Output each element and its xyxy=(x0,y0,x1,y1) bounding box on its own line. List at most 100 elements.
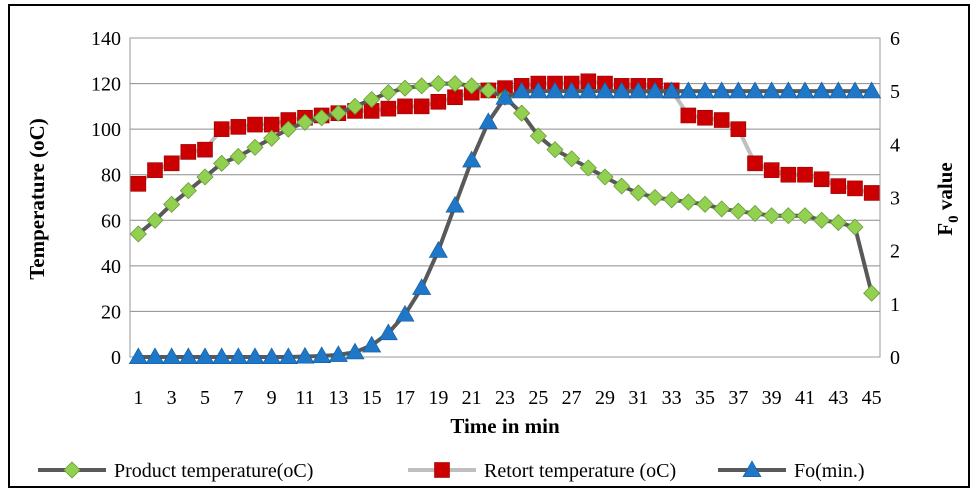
series-0 xyxy=(129,75,881,302)
series-2-point-41 xyxy=(812,81,832,99)
y-left-tick-label-2: 40 xyxy=(101,256,121,278)
series-1-point-35 xyxy=(713,112,730,128)
series-2-point-42 xyxy=(828,81,848,99)
series-0-point-19 xyxy=(446,75,464,93)
series-2-point-34 xyxy=(695,81,715,99)
series-0-point-31 xyxy=(646,188,664,207)
series-0-point-14 xyxy=(363,90,381,109)
x-tick-label-8: 17 xyxy=(395,387,415,409)
series-2-point-13 xyxy=(345,342,365,360)
x-tick-label-14: 29 xyxy=(595,387,615,409)
series-0-point-25 xyxy=(546,141,564,159)
y-left-tick-label-1: 20 xyxy=(101,301,121,323)
series-1-point-38 xyxy=(763,162,780,178)
series-0-point-38 xyxy=(763,207,781,225)
series-2-point-23 xyxy=(512,81,532,99)
legend-marker-0 xyxy=(63,461,81,479)
y2-title-main: F xyxy=(933,223,957,236)
x-tick-label-15: 31 xyxy=(628,387,648,409)
series-1-point-3 xyxy=(180,144,197,160)
x-tick-label-9: 19 xyxy=(428,387,448,409)
legend-marker-1 xyxy=(434,462,450,478)
series-2-point-17 xyxy=(412,278,432,295)
series-1-point-41 xyxy=(813,171,830,188)
legend-marker-2 xyxy=(742,460,762,478)
x-tick-label-20: 41 xyxy=(795,387,815,409)
x-tick-label-3: 7 xyxy=(233,387,243,409)
series-0-point-28 xyxy=(596,168,614,186)
series-2-point-0 xyxy=(128,347,148,365)
x-tick-label-6: 13 xyxy=(328,387,348,409)
series-0-point-1 xyxy=(146,211,164,229)
series-0-point-12 xyxy=(329,104,347,122)
y-axis-left-ticks: 0 20 40 60 80 100 120 140 xyxy=(91,28,121,369)
y-axis-left-title: Temperature (oC) xyxy=(25,118,49,280)
series-0-point-20 xyxy=(463,77,481,95)
series-1-point-44 xyxy=(863,185,880,201)
x-tick-label-22: 45 xyxy=(862,387,882,409)
series-2-point-15 xyxy=(378,323,398,341)
series-0-point-23 xyxy=(513,104,531,122)
x-tick-label-2: 5 xyxy=(200,387,210,409)
series-1-point-6 xyxy=(230,119,247,135)
series-2-point-32 xyxy=(662,81,682,99)
series-1-point-39 xyxy=(780,166,797,183)
series-2-point-12 xyxy=(328,345,348,362)
x-tick-label-17: 35 xyxy=(695,387,715,409)
series-0-point-34 xyxy=(696,195,714,213)
series-0-point-27 xyxy=(579,159,597,177)
x-tick-label-13: 27 xyxy=(562,387,582,409)
y-left-tick-label-3: 60 xyxy=(101,210,121,232)
series-2-point-33 xyxy=(678,81,698,99)
series-0-point-2 xyxy=(163,195,181,213)
series-2-point-38 xyxy=(762,81,782,99)
series-0-point-18 xyxy=(429,75,447,93)
series-0-point-35 xyxy=(713,200,731,218)
series-0-point-43 xyxy=(846,218,864,236)
series-0-point-3 xyxy=(179,182,197,200)
series-0-point-36 xyxy=(729,202,747,220)
series-0-point-7 xyxy=(246,138,264,156)
x-axis-title: Time in min xyxy=(450,414,560,438)
y-axis-right-title: F0 value xyxy=(933,162,962,235)
series-2-point-37 xyxy=(745,81,765,99)
series-2-point-39 xyxy=(778,81,798,99)
series-2-point-30 xyxy=(628,81,648,99)
series-1-point-42 xyxy=(830,178,847,194)
legend-item-2: Fo(min.) xyxy=(718,460,865,482)
series-2-point-31 xyxy=(645,81,665,99)
series-2-point-19 xyxy=(445,195,465,213)
series-0-point-6 xyxy=(229,147,247,166)
series-1-point-2 xyxy=(163,155,180,172)
y-left-tick-label-0: 0 xyxy=(111,347,121,369)
series-1-point-34 xyxy=(697,109,713,126)
x-tick-label-7: 15 xyxy=(362,387,382,409)
x-tick-label-10: 21 xyxy=(462,387,482,409)
y-axis-right-ticks: 0 1 2 3 4 5 6 xyxy=(890,28,900,369)
series-0-point-41 xyxy=(813,211,831,229)
x-tick-label-11: 23 xyxy=(495,387,515,409)
y-right-tick-label-6: 6 xyxy=(890,28,900,50)
series-2-point-21 xyxy=(478,112,498,130)
series-2-point-3 xyxy=(178,347,198,365)
series-2-point-6 xyxy=(228,347,248,365)
series-0-point-9 xyxy=(279,120,297,138)
x-tick-label-19: 39 xyxy=(762,387,782,409)
series-1-point-33 xyxy=(680,107,697,124)
series-2-point-20 xyxy=(462,150,482,168)
series-0-point-13 xyxy=(346,97,364,115)
series-0-line xyxy=(137,81,874,294)
series-1-point-43 xyxy=(847,180,863,197)
series-0-point-29 xyxy=(613,177,631,195)
svg-text:F0 value: F0 value xyxy=(933,162,962,235)
series-0-point-21 xyxy=(479,81,497,99)
series-2-point-28 xyxy=(595,81,615,99)
x-axis-ticks: 1 3 5 7 9 11 13 15 17 19 21 23 25 27 29 31 33 35 37 39 41 43 4… xyxy=(133,387,881,409)
y-right-tick-label-2: 2 xyxy=(890,241,900,263)
series-2-point-14 xyxy=(362,335,382,353)
y-left-tick-label-7: 140 xyxy=(91,28,121,50)
y-right-tick-label-3: 3 xyxy=(890,188,900,210)
y2-title-tail: value xyxy=(933,162,957,210)
series-1-point-17 xyxy=(413,98,430,115)
